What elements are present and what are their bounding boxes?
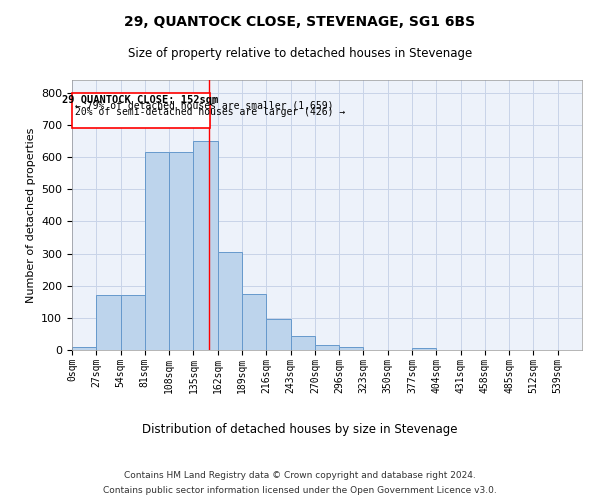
Text: Distribution of detached houses by size in Stevenage: Distribution of detached houses by size … (142, 422, 458, 436)
Bar (72, 93, 209, 128)
Text: 29 QUANTOCK CLOSE: 152sqm: 29 QUANTOCK CLOSE: 152sqm (62, 95, 218, 105)
Text: Size of property relative to detached houses in Stevenage: Size of property relative to detached ho… (128, 48, 472, 60)
Bar (72, 347, 96, 350)
Bar (315, 345, 339, 350)
Text: ← 79% of detached houses are smaller (1,659): ← 79% of detached houses are smaller (1,… (74, 101, 333, 111)
Bar (218, 252, 242, 350)
Text: Contains public sector information licensed under the Open Government Licence v3: Contains public sector information licen… (103, 486, 497, 495)
Text: 29, QUANTOCK CLOSE, STEVENAGE, SG1 6BS: 29, QUANTOCK CLOSE, STEVENAGE, SG1 6BS (124, 15, 476, 29)
Bar (242, 294, 266, 350)
Bar (169, 152, 193, 350)
Bar (412, 348, 436, 350)
Bar (96, 296, 121, 350)
Y-axis label: Number of detached properties: Number of detached properties (26, 128, 35, 302)
Bar (121, 296, 145, 350)
Bar (145, 152, 169, 350)
Text: Contains HM Land Registry data © Crown copyright and database right 2024.: Contains HM Land Registry data © Crown c… (124, 471, 476, 480)
Bar (290, 336, 315, 350)
Bar (266, 318, 290, 350)
Bar (339, 347, 364, 350)
Bar (193, 141, 218, 350)
Text: 20% of semi-detached houses are larger (426) →: 20% of semi-detached houses are larger (… (74, 106, 345, 117)
